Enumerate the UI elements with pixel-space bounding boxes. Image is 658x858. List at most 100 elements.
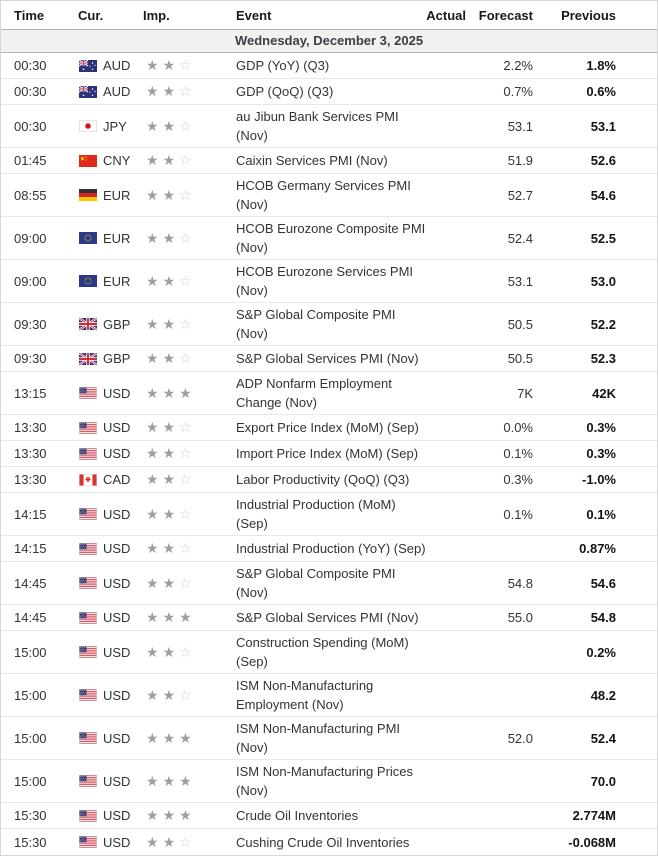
star-empty-icon: ☆ <box>179 472 192 488</box>
importance-stars: ★ ★ ☆ <box>143 504 236 525</box>
event-name[interactable]: Industrial Production (YoY) (Sep) <box>236 541 426 556</box>
event-name[interactable]: S&P Global Composite PMI (Nov) <box>236 307 396 341</box>
event-name[interactable]: Caixin Services PMI (Nov) <box>236 153 388 168</box>
currency-code: EUR <box>103 230 131 246</box>
importance-stars: ★ ★ ★ <box>143 771 236 792</box>
event-row[interactable]: 15:00 USD ★ ★ ☆ ISM Non-Manufacturing Empl… <box>1 674 657 717</box>
event-currency: USD <box>78 444 143 463</box>
event-name[interactable]: ISM Non-Manufacturing PMI (Nov) <box>236 721 401 755</box>
event-row[interactable]: 15:30 USD ★ ★ ☆ Cushing Crude Oil Inventor… <box>1 829 657 855</box>
event-row[interactable]: 14:45 USD ★ ★ ★ S&P Global Services PMI (N… <box>1 605 657 631</box>
star-filled-icon: ★ <box>162 808 176 824</box>
event-time: 13:15 <box>14 385 47 401</box>
star-filled-icon: ★ <box>146 610 159 626</box>
event-time: 15:00 <box>14 773 47 789</box>
column-header-previous: Previous <box>561 7 616 23</box>
event-name[interactable]: S&P Global Services PMI (Nov) <box>236 351 419 366</box>
currency-code: GBP <box>103 316 131 332</box>
event-row[interactable]: 15:00 USD ★ ★ ★ ISM Non-Manufacturing Pric… <box>1 760 657 803</box>
event-currency: USD <box>78 384 143 403</box>
event-name[interactable]: Construction Spending (MoM) (Sep) <box>236 635 409 669</box>
event-row[interactable]: 14:15 USD ★ ★ ☆ Industrial Production (YoY… <box>1 536 657 562</box>
currency-code: USD <box>103 506 131 522</box>
event-row[interactable]: 09:00 EUR ★ ★ ☆ HCOB Eurozone Services PMI… <box>1 260 657 303</box>
star-filled-icon: ★ <box>146 58 159 74</box>
event-row[interactable]: 13:15 USD ★ ★ ★ ADP Nonfarm Employment Cha… <box>1 372 657 415</box>
star-empty-icon: ☆ <box>179 118 192 135</box>
event-currency: CAD <box>78 470 143 489</box>
event-rows-container: 00:30 AUD ★ ★ ☆ GDP (YoY) (Q3) 2.2% 1.8% 0… <box>1 53 657 855</box>
australia-flag-icon <box>79 59 97 72</box>
event-name[interactable]: Industrial Production (MoM) (Sep) <box>236 497 396 531</box>
event-row[interactable]: 13:30 CAD ★ ★ ☆ Labor Productivity (QoQ) (… <box>1 467 657 493</box>
event-name[interactable]: GDP (QoQ) (Q3) <box>236 84 334 99</box>
event-name[interactable]: GDP (YoY) (Q3) <box>236 58 330 73</box>
event-name[interactable]: au Jibun Bank Services PMI (Nov) <box>236 109 399 143</box>
event-time: 08:55 <box>14 187 47 203</box>
event-row[interactable]: 13:30 USD ★ ★ ☆ Import Price Index (MoM) (… <box>1 441 657 467</box>
currency-code: USD <box>103 446 131 461</box>
event-row[interactable]: 00:30 AUD ★ ★ ☆ GDP (YoY) (Q3) 2.2% 1.8% <box>1 53 657 79</box>
event-name[interactable]: ADP Nonfarm Employment Change (Nov) <box>236 376 392 410</box>
event-row[interactable]: 01:45 CNY ★ ★ ☆ Caixin Services PMI (Nov) … <box>1 148 657 174</box>
event-row[interactable]: 15:00 USD ★ ★ ★ ISM Non-Manufacturing PMI … <box>1 717 657 760</box>
star-filled-icon: ★ <box>146 187 159 204</box>
importance-stars: ★ ★ ☆ <box>143 832 236 853</box>
event-name[interactable]: Export Price Index (MoM) (Sep) <box>236 420 419 435</box>
star-filled-icon: ★ <box>162 420 176 436</box>
event-time: 00:30 <box>14 58 47 73</box>
event-name[interactable]: S&P Global Composite PMI (Nov) <box>236 566 396 600</box>
event-row[interactable]: 13:30 USD ★ ★ ☆ Export Price Index (MoM) (… <box>1 415 657 441</box>
event-time: 13:30 <box>14 472 47 487</box>
event-row[interactable]: 09:30 GBP ★ ★ ☆ S&P Global Services PMI (N… <box>1 346 657 372</box>
star-empty-icon: ☆ <box>179 153 192 169</box>
star-empty-icon: ☆ <box>179 506 192 523</box>
event-time: 09:30 <box>14 316 47 332</box>
united-states-flag-icon <box>79 447 97 460</box>
event-row[interactable]: 09:30 GBP ★ ★ ☆ S&P Global Composite PMI (… <box>1 303 657 346</box>
event-row[interactable]: 00:30 AUD ★ ★ ☆ GDP (QoQ) (Q3) 0.7% 0.6% <box>1 79 657 105</box>
currency-code: USD <box>103 575 131 591</box>
event-row[interactable]: 08:55 EUR ★ ★ ☆ HCOB Germany Services PMI … <box>1 174 657 217</box>
event-time: 00:30 <box>14 118 47 134</box>
star-filled-icon: ★ <box>146 575 159 592</box>
event-currency: USD <box>78 418 143 437</box>
currency-code: USD <box>103 610 131 625</box>
event-name[interactable]: Import Price Index (MoM) (Sep) <box>236 446 419 461</box>
star-filled-icon: ★ <box>162 316 176 333</box>
event-row[interactable]: 14:45 USD ★ ★ ☆ S&P Global Composite PMI (… <box>1 562 657 605</box>
forecast-value: 2.2% <box>503 58 533 73</box>
event-name[interactable]: Labor Productivity (QoQ) (Q3) <box>236 472 410 487</box>
united-states-flag-icon <box>79 775 97 787</box>
event-name[interactable]: Crude Oil Inventories <box>236 808 359 823</box>
previous-value: 52.3 <box>590 351 616 366</box>
previous-value: 0.3% <box>586 420 616 435</box>
importance-stars: ★ ★ ☆ <box>143 55 236 76</box>
currency-code: USD <box>103 541 131 556</box>
event-row[interactable]: 15:00 USD ★ ★ ☆ Construction Spending (MoM… <box>1 631 657 674</box>
star-filled-icon: ★ <box>146 316 159 333</box>
star-filled-icon: ★ <box>146 644 159 661</box>
european-union-flag-icon <box>79 275 97 287</box>
event-name[interactable]: S&P Global Services PMI (Nov) <box>236 610 419 625</box>
importance-stars: ★ ★ ☆ <box>143 538 236 559</box>
event-row[interactable]: 00:30 JPY ★ ★ ☆ au Jibun Bank Services PMI… <box>1 105 657 148</box>
event-name[interactable]: ISM Non-Manufacturing Employment (Nov) <box>236 678 374 712</box>
event-name[interactable]: HCOB Eurozone Services PMI (Nov) <box>236 264 414 298</box>
star-filled-icon: ★ <box>146 351 159 367</box>
importance-stars: ★ ★ ☆ <box>143 314 236 335</box>
event-name[interactable]: ISM Non-Manufacturing Prices (Nov) <box>236 764 414 798</box>
event-row[interactable]: 15:30 USD ★ ★ ★ Crude Oil Inventories 2.77… <box>1 803 657 829</box>
event-time: 14:15 <box>14 506 47 522</box>
united-states-flag-icon <box>79 646 97 658</box>
event-row[interactable]: 14:15 USD ★ ★ ☆ Industrial Production (MoM… <box>1 493 657 536</box>
event-name[interactable]: Cushing Crude Oil Inventories <box>236 834 410 850</box>
star-filled-icon: ★ <box>162 730 176 747</box>
event-currency: JPY <box>78 117 143 136</box>
event-name[interactable]: HCOB Germany Services PMI (Nov) <box>236 178 411 212</box>
event-name[interactable]: HCOB Eurozone Composite PMI (Nov) <box>236 221 426 255</box>
importance-stars: ★ ★ ☆ <box>143 116 236 137</box>
event-row[interactable]: 09:00 EUR ★ ★ ☆ HCOB Eurozone Composite PM… <box>1 217 657 260</box>
star-filled-icon: ★ <box>162 472 176 488</box>
